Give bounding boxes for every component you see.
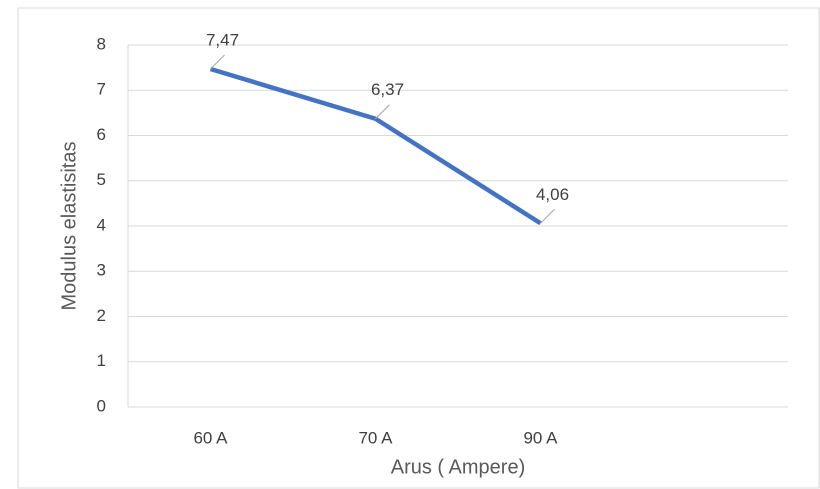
label-leader [375,104,390,120]
data-label: 7,47 [206,30,239,49]
y-tick-label: 2 [97,306,106,325]
y-tick-label: 3 [97,261,106,280]
data-label: 4,06 [536,185,569,204]
label-leader [540,208,555,224]
y-tick-label: 4 [97,215,106,234]
y-tick-label: 7 [97,80,106,99]
y-tick-label: 0 [97,396,106,415]
x-tick-label: 60 A [193,428,228,447]
y-tick-label: 5 [97,170,106,189]
y-tick-label: 8 [97,34,106,53]
y-tick-label: 6 [97,125,106,144]
x-axis-title: Arus ( Ampere) [391,456,525,478]
x-tick-label: 90 A [523,428,558,447]
chart-frame [17,7,820,489]
label-leader [210,54,225,70]
data-label: 6,37 [371,80,404,99]
x-tick-label: 70 A [358,428,393,447]
y-axis-title: Modulus elastisitas [58,142,80,311]
y-tick-label: 1 [97,351,106,370]
